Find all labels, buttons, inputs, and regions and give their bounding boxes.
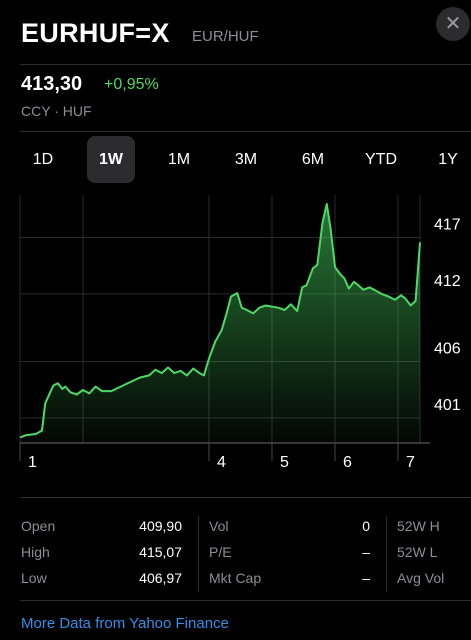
tab-ytd[interactable]: YTD	[365, 151, 397, 168]
close-button[interactable]: ✕	[436, 7, 470, 41]
stats-separator	[386, 516, 387, 592]
tab-1y[interactable]: 1Y	[438, 151, 458, 168]
currency-pair-label: EUR/HUF	[192, 28, 259, 45]
avg-vol-label: Avg Vol	[397, 570, 445, 586]
y-tick-label: 401	[434, 397, 461, 414]
x-tick-label: 6	[343, 454, 352, 471]
x-tick-label: 4	[217, 454, 226, 471]
low-label: Low	[21, 570, 47, 586]
symbol-title: EURHUF=X	[21, 18, 170, 48]
tab-3m[interactable]: 3M	[234, 151, 258, 168]
close-icon: ✕	[444, 13, 462, 35]
price-line	[19, 203, 421, 439]
tab-1w[interactable]: 1W	[87, 136, 135, 183]
stats-separator	[198, 516, 199, 592]
header-divider	[20, 64, 471, 65]
quote-divider	[20, 131, 471, 132]
currency-subtitle: CCY · HUF	[21, 103, 92, 119]
low-value: 406,97	[139, 570, 182, 586]
y-tick-label: 412	[434, 273, 461, 290]
pe-value: –	[362, 544, 370, 560]
52w-low-label: 52W L	[397, 544, 438, 560]
stats-divider	[20, 600, 471, 601]
x-tick-label: 1	[28, 454, 37, 471]
current-price: 413,30	[21, 73, 83, 95]
mktcap-label: Mkt Cap	[209, 570, 262, 586]
tab-1d[interactable]: 1D	[32, 151, 54, 168]
open-label: Open	[21, 518, 56, 534]
stats-grid: Open 409,90 High 415,07 Low 406,97 Vol 0…	[0, 512, 471, 596]
vol-value: 0	[362, 518, 370, 534]
y-tick-label: 417	[434, 217, 461, 234]
x-tick-label: 7	[406, 454, 415, 471]
52w-high-label: 52W H	[397, 518, 440, 534]
pe-label: P/E	[209, 544, 232, 560]
high-value: 415,07	[139, 544, 182, 560]
x-tick-label: 5	[280, 454, 289, 471]
tab-6m[interactable]: 6M	[301, 151, 325, 168]
quote-header: EURHUF=X EUR/HUF ✕	[0, 0, 471, 64]
vol-label: Vol	[209, 518, 229, 534]
price-change-percent: +0,95%	[104, 76, 159, 93]
mktcap-value: –	[362, 570, 370, 586]
open-value: 409,90	[139, 518, 182, 534]
yahoo-finance-link[interactable]: More Data from Yahoo Finance	[21, 615, 229, 632]
y-tick-label: 406	[434, 341, 461, 358]
price-chart[interactable]: 417 412 406 401 1 4 5 6 7	[0, 190, 471, 480]
price-area	[20, 204, 420, 443]
chart-divider	[20, 497, 471, 498]
range-tabs: 1D 1W 1M 3M 6M YTD 1Y	[0, 136, 471, 184]
tab-1m[interactable]: 1M	[167, 151, 191, 168]
high-label: High	[21, 544, 50, 560]
